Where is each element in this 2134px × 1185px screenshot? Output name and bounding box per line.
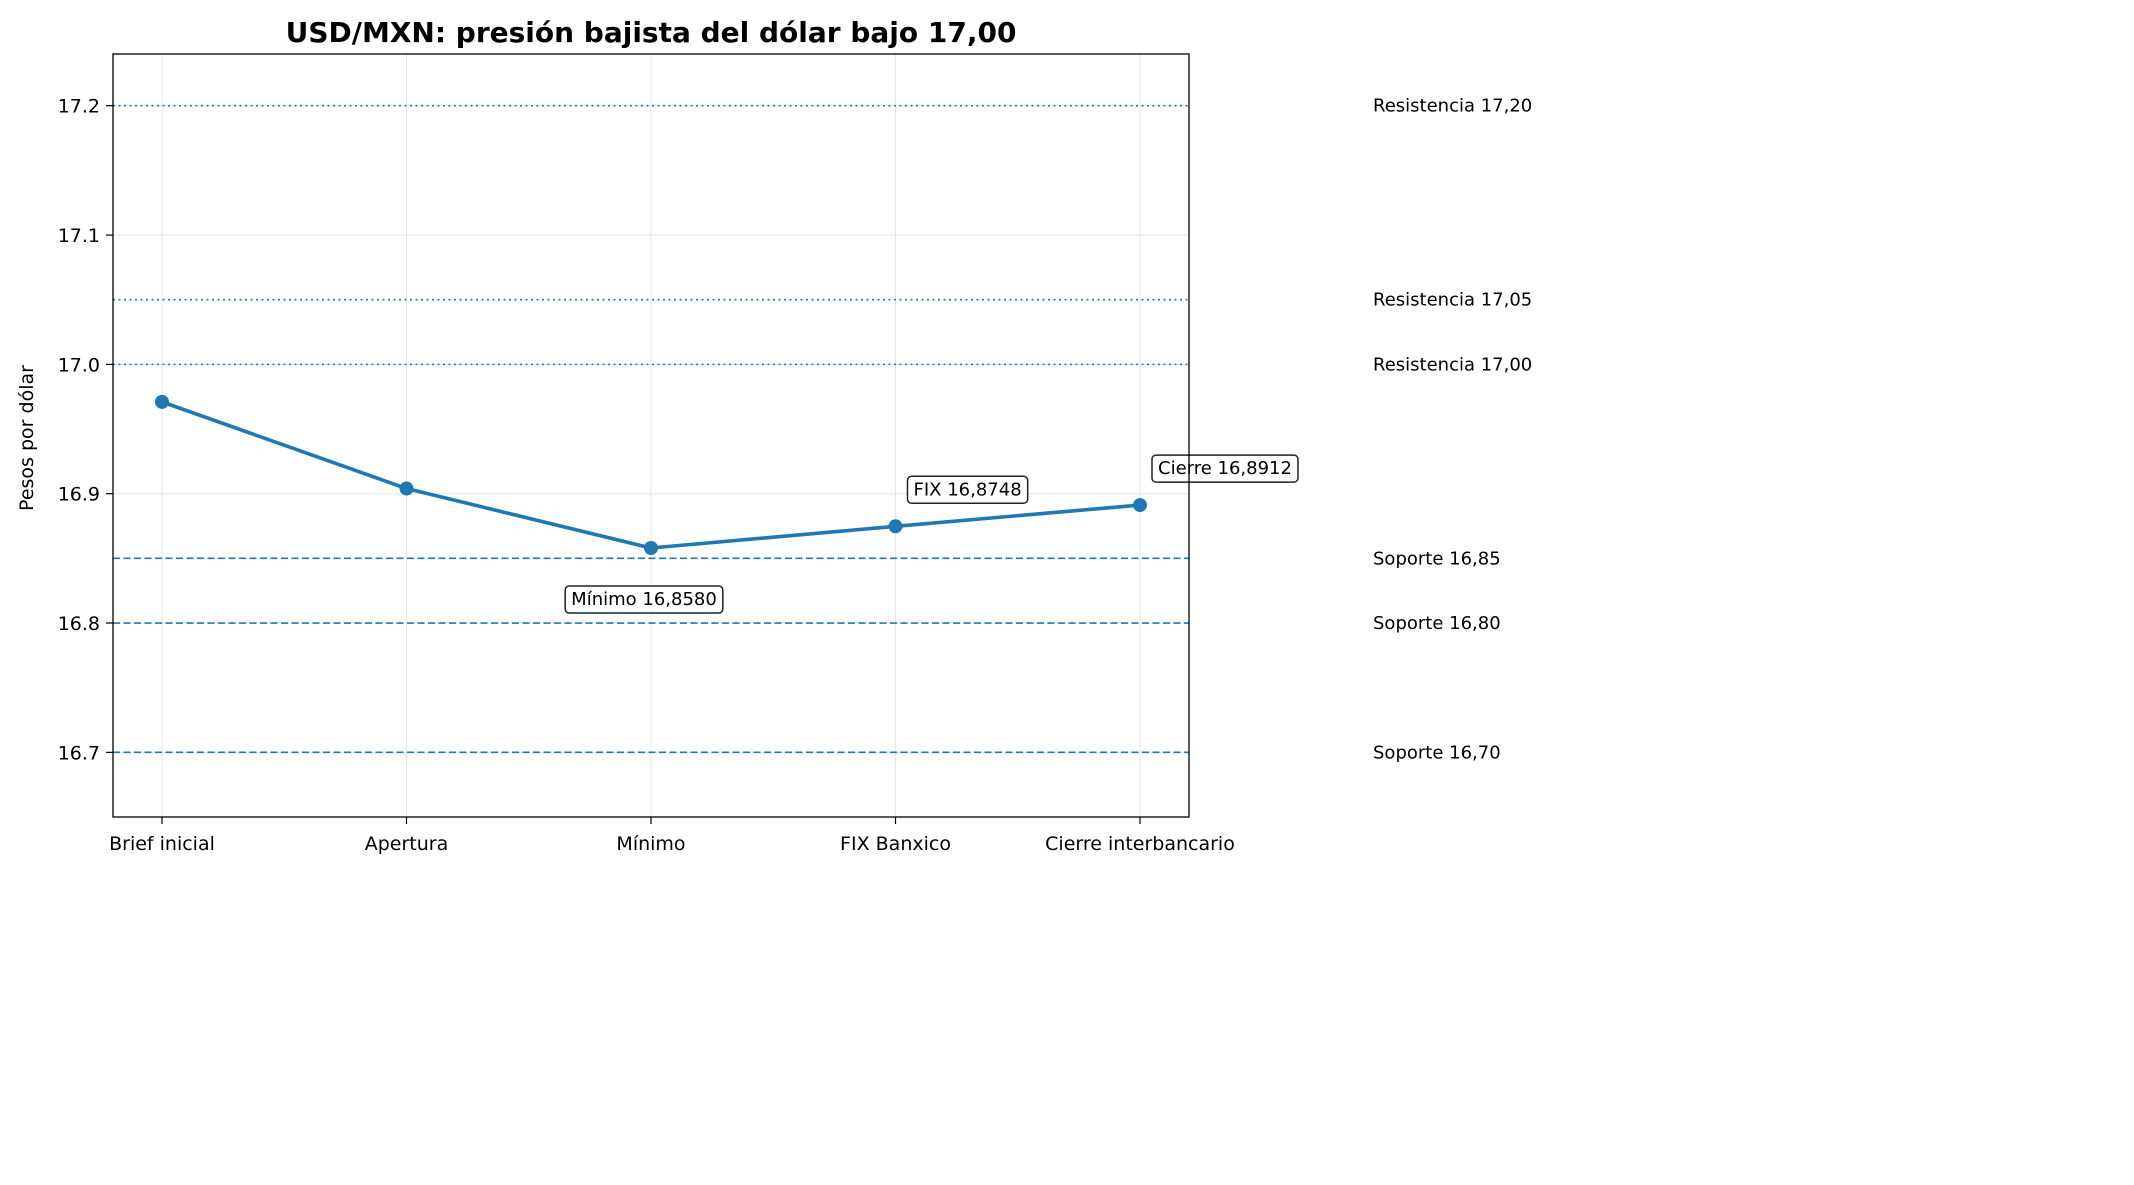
x-tick-label: Mínimo [616, 833, 685, 855]
series-layer [155, 394, 1147, 556]
x-tick-label: FIX Banxico [840, 833, 951, 855]
annotations: Mínimo 16,8580 FIX 16,8748 Cierre 16,8912 [564, 454, 1299, 614]
annotation: FIX 16,8748 [906, 475, 1029, 505]
y-tick-label: 17.0 [58, 354, 100, 376]
y-tick-label: 16.9 [58, 484, 100, 506]
x-tick-label: Brief inicial [109, 833, 215, 855]
data-point [399, 481, 414, 496]
support-label: Soporte 16,70 [1373, 742, 1501, 763]
data-point [644, 541, 658, 556]
x-tick-label: Apertura [365, 833, 449, 855]
grid [113, 54, 1189, 817]
data-point [888, 519, 903, 534]
line-chart: USD/MXN: presión bajista del dólar bajo … [16, 16, 1532, 855]
chart-container: USD/MXN: presión bajista del dólar bajo … [16, 16, 1532, 855]
resistance-label: Resistencia 17,00 [1373, 354, 1532, 375]
data-point [1133, 498, 1147, 513]
annotation-label: FIX 16,8748 [914, 479, 1022, 500]
resistance-label: Resistencia 17,05 [1373, 290, 1532, 311]
y-tick-label: 16.7 [58, 742, 100, 764]
annotation-label: Mínimo 16,8580 [571, 589, 717, 610]
x-tick-label: Cierre interbancario [1045, 833, 1235, 855]
y-axis-label: Pesos por dólar [16, 365, 38, 511]
data-point [155, 394, 169, 409]
y-tick-label: 17.2 [58, 96, 100, 118]
resistance-label: Resistencia 17,20 [1373, 96, 1532, 117]
axes: 16.7 16.8 16.9 17.0 17.1 17.2 Brief inicial Ape… [58, 96, 1235, 855]
y-tick-label: 16.8 [58, 613, 100, 635]
annotation-label: Cierre 16,8912 [1158, 458, 1292, 479]
annotation: Mínimo 16,8580 [564, 585, 724, 614]
chart-title: USD/MXN: presión bajista del dólar bajo … [286, 16, 1017, 49]
reference-lines: Resistencia 17,20 Resistencia 17,05 Resist… [113, 96, 1532, 763]
annotation-box [906, 475, 1029, 505]
support-label: Soporte 16,80 [1373, 613, 1501, 634]
support-label: Soporte 16,85 [1373, 548, 1501, 569]
y-tick-label: 17.1 [58, 225, 100, 247]
annotation-box [564, 585, 724, 614]
annotation: Cierre 16,8912 [1151, 454, 1299, 483]
